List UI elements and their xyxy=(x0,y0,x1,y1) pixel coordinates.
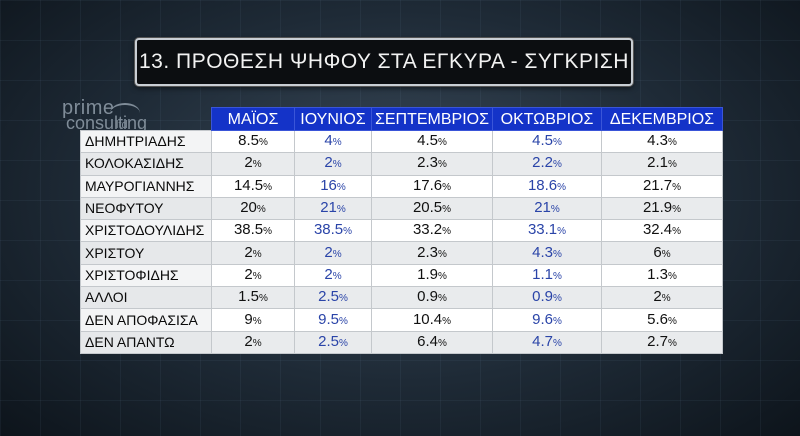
value-cell: 16% xyxy=(294,174,372,198)
value-cell: 2.5% xyxy=(294,330,372,354)
logo-swoosh xyxy=(110,103,140,123)
value-cell: 18.6% xyxy=(492,174,602,198)
column-header: ΟΚΤΩΒΡΙΟΣ xyxy=(492,107,602,131)
value-cell: 21.9% xyxy=(601,196,723,221)
column-header: ΙΟΥΝΙΟΣ xyxy=(294,107,372,131)
value-cell: 1.5% xyxy=(211,286,295,310)
value-cell: 4.5% xyxy=(492,129,602,154)
table-row: ΔΕΝ ΑΠΑΝΤΩ 2% 2.5% 6.4% 4.7% 2.7% xyxy=(80,330,723,354)
table-corner xyxy=(81,108,212,131)
row-label: ΜΑΥΡΟΓΙΑΝΝΗΣ xyxy=(80,174,212,198)
table-row: ΔΗΜΗΤΡΙΑΔΗΣ 8.5% 4% 4.5% 4.5% 4.3% xyxy=(80,129,723,154)
value-cell: 6.4% xyxy=(371,330,493,354)
table-row: ΧΡΙΣΤΟΔΟΥΛΙΔΗΣ 38.5% 38.5% 33.2% 33.1% 32.4% xyxy=(80,219,723,243)
table-row: ΚΟΛΟΚΑΣΙΔΗΣ 2% 2% 2.3% 2.2% 2.1% xyxy=(80,152,723,176)
row-label: ΑΛΛΟΙ xyxy=(80,286,212,310)
value-cell: 4.5% xyxy=(371,129,493,154)
row-label: ΧΡΙΣΤΟΦΙΔΗΣ xyxy=(80,263,212,288)
value-cell: 38.5% xyxy=(211,219,295,243)
value-cell: 2% xyxy=(294,152,372,176)
row-label: ΧΡΙΣΤΟΥ xyxy=(80,241,212,265)
value-cell: 14.5% xyxy=(211,174,295,198)
logo-text-prime: prime xyxy=(62,97,115,119)
value-cell: 0.9% xyxy=(371,286,493,310)
table-row: ΜΑΥΡΟΓΙΑΝΝΗΣ 14.5% 16% 17.6% 18.6% 21.7% xyxy=(80,174,723,198)
value-cell: 2% xyxy=(294,241,372,265)
value-cell: 2% xyxy=(211,330,295,354)
value-cell: 4% xyxy=(294,129,372,154)
row-label: ΔΗΜΗΤΡΙΑΔΗΣ xyxy=(80,129,212,154)
column-header: ΜΑΪΟΣ xyxy=(211,107,295,131)
row-label: ΔΕΝ ΑΠΟΦΑΣΙΣΑ xyxy=(80,308,212,332)
value-cell: 4.3% xyxy=(601,129,723,154)
chart-title-text: 13. ΠΡΟΘΕΣΗ ΨΗΦΟΥ ΣΤΑ ΕΓΚΥΡΑ - ΣΥΓΚΡΙΣΗ xyxy=(139,50,629,73)
poll-comparison-table: ΜΑΪΟΣ ΙΟΥΝΙΟΣ ΣΕΠΤΕΜΒΡΙΟΣ ΟΚΤΩΒΡΙΟΣ ΔΕΚΕΜΒΡΙ… xyxy=(80,107,723,354)
value-cell: 17.6% xyxy=(371,174,493,198)
value-cell: 2% xyxy=(601,286,723,310)
value-cell: 8.5% xyxy=(211,129,295,154)
value-cell: 2% xyxy=(294,263,372,288)
value-cell: 5.6% xyxy=(601,308,723,332)
row-label: ΝΕΟΦΥΤΟΥ xyxy=(80,196,212,221)
value-cell: 1.3% xyxy=(601,263,723,288)
value-cell: 2.2% xyxy=(492,152,602,176)
value-cell: 2% xyxy=(211,152,295,176)
table-row: ΔΕΝ ΑΠΟΦΑΣΙΣΑ 9% 9.5% 10.4% 9.6% 5.6% xyxy=(80,308,723,332)
chart-title: 13. ΠΡΟΘΕΣΗ ΨΗΦΟΥ ΣΤΑ ΕΓΚΥΡΑ - ΣΥΓΚΡΙΣΗ xyxy=(135,38,633,86)
value-cell: 9.5% xyxy=(294,308,372,332)
table-row: ΧΡΙΣΤΟΦΙΔΗΣ 2% 2% 1.9% 1.1% 1.3% xyxy=(80,263,723,288)
logo-text-consulting: consulting xyxy=(66,113,148,133)
value-cell: 9% xyxy=(211,308,295,332)
logo-text-ltd: ltd xyxy=(116,119,128,131)
value-cell: 4.7% xyxy=(492,330,602,354)
value-cell: 20.5% xyxy=(371,196,493,221)
column-header: ΔΕΚΕΜΒΡΙΟΣ xyxy=(601,107,723,131)
value-cell: 38.5% xyxy=(294,219,372,243)
value-cell: 20% xyxy=(211,196,295,221)
row-label: ΧΡΙΣΤΟΔΟΥΛΙΔΗΣ xyxy=(80,219,212,243)
row-label: ΔΕΝ ΑΠΑΝΤΩ xyxy=(80,330,212,354)
value-cell: 21% xyxy=(492,196,602,221)
value-cell: 21% xyxy=(294,196,372,221)
value-cell: 2% xyxy=(211,241,295,265)
value-cell: 9.6% xyxy=(492,308,602,332)
prime-consulting-logo: prime consulting ltd xyxy=(62,97,172,133)
table-header-row: ΜΑΪΟΣ ΙΟΥΝΙΟΣ ΣΕΠΤΕΜΒΡΙΟΣ ΟΚΤΩΒΡΙΟΣ ΔΕΚΕΜΒΡΙ… xyxy=(81,107,723,131)
value-cell: 10.4% xyxy=(371,308,493,332)
value-cell: 2.7% xyxy=(601,330,723,354)
value-cell: 4.3% xyxy=(492,241,602,265)
value-cell: 2% xyxy=(211,263,295,288)
table-row: ΧΡΙΣΤΟΥ 2% 2% 2.3% 4.3% 6% xyxy=(80,241,723,265)
value-cell: 2.3% xyxy=(371,152,493,176)
value-cell: 0.9% xyxy=(492,286,602,310)
table-row: ΝΕΟΦΥΤΟΥ 20% 21% 20.5% 21% 21.9% xyxy=(80,196,723,221)
value-cell: 21.7% xyxy=(601,174,723,198)
value-cell: 6% xyxy=(601,241,723,265)
value-cell: 2.5% xyxy=(294,286,372,310)
value-cell: 2.3% xyxy=(371,241,493,265)
table-row: ΑΛΛΟΙ 1.5% 2.5% 0.9% 0.9% 2% xyxy=(80,286,723,310)
column-header: ΣΕΠΤΕΜΒΡΙΟΣ xyxy=(371,107,493,131)
value-cell: 2.1% xyxy=(601,152,723,176)
value-cell: 33.1% xyxy=(492,219,602,243)
value-cell: 32.4% xyxy=(601,219,723,243)
value-cell: 1.1% xyxy=(492,263,602,288)
value-cell: 1.9% xyxy=(371,263,493,288)
row-label: ΚΟΛΟΚΑΣΙΔΗΣ xyxy=(80,152,212,176)
value-cell: 33.2% xyxy=(371,219,493,243)
